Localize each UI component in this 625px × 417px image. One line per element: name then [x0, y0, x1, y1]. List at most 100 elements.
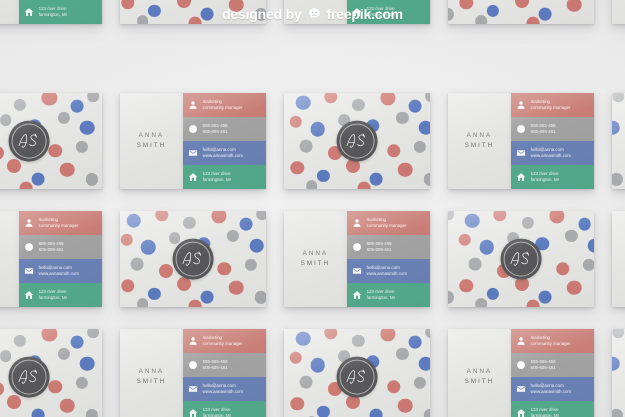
monogram-ring	[339, 123, 375, 159]
polka-dot	[48, 379, 62, 394]
card-stripe-line: 605-605-461	[202, 365, 228, 370]
polka-dot	[486, 4, 499, 17]
monogram-ring	[175, 241, 211, 277]
phone-bubble-icon	[516, 124, 526, 134]
card-stripe-envelope: hello@anna.com www.annasmith.com	[346, 259, 430, 283]
card-name-block: ANNA SMITH	[301, 249, 331, 269]
polka-dot	[408, 336, 422, 349]
polka-dot	[566, 280, 582, 296]
card-last-name: SMITH	[464, 142, 495, 149]
business-card[interactable]	[284, 329, 430, 417]
card-stripe-text: marketing community manager	[531, 99, 571, 111]
business-card[interactable]	[612, 93, 625, 189]
business-card[interactable]	[448, 0, 594, 24]
as-monogram-icon	[336, 356, 378, 398]
polka-dot	[295, 95, 311, 110]
polka-dot	[396, 347, 409, 361]
card-stripe-line: 123 river drive	[366, 289, 395, 295]
polka-dot	[521, 216, 534, 229]
phone-bubble-icon	[188, 124, 198, 134]
polka-dot	[256, 211, 266, 220]
polka-dot	[0, 350, 12, 362]
card-stripe-line: 605-605-461	[530, 365, 556, 370]
polka-dot	[0, 381, 4, 396]
polka-dot	[31, 408, 45, 417]
card-stripe-line: farmington, MI	[366, 295, 395, 300]
polka-dot	[87, 93, 100, 102]
card-stripe-envelope: hello@anna.com www.annasmith.com	[18, 259, 102, 283]
business-card[interactable]	[120, 211, 266, 307]
card-stripe-text: 555-555-456 605-605-461	[367, 241, 392, 253]
polka-dot	[423, 173, 430, 186]
polka-dot	[130, 257, 144, 271]
card-stripe-line: hello@anna.com	[38, 265, 72, 271]
card-stripe-line: www.annasmith.com	[202, 389, 244, 394]
polka-dot	[464, 213, 480, 228]
envelope-icon	[516, 384, 526, 394]
polka-dot	[87, 329, 100, 338]
polka-dot	[397, 162, 413, 178]
card-stripe-line: www.annasmith.com	[530, 153, 572, 158]
polka-dot	[380, 329, 396, 342]
business-card[interactable]	[284, 93, 430, 189]
card-stripe-phone-bubble: 555-555-456 605-605-461	[18, 235, 102, 259]
card-stripe-line: hello@anna.com	[202, 383, 236, 389]
business-card[interactable]	[448, 211, 594, 307]
card-stripe-phone-bubble: 555-555-456 605-605-461	[510, 353, 594, 377]
polka-dot	[345, 158, 360, 173]
card-stripe-line: hello@anna.com	[530, 383, 564, 389]
polka-dot	[535, 236, 549, 251]
card-stripe-home: 123 river drive farmington, MI	[346, 0, 430, 24]
card-stripe-line: 555-555-456	[202, 123, 228, 129]
card-back-face	[612, 329, 625, 417]
polka-dot	[57, 111, 71, 125]
card-back-face	[448, 0, 594, 24]
as-monogram-icon	[500, 238, 542, 280]
polka-dot	[582, 258, 594, 271]
card-first-name: ANNA	[0, 249, 2, 259]
person-icon	[188, 336, 198, 346]
card-stripe-home: 123 river drive farmington, MI	[182, 401, 266, 417]
card-stripe-line: hello@anna.com	[202, 147, 236, 153]
polka-dot	[239, 218, 253, 231]
home-icon	[24, 7, 34, 17]
polka-dot	[200, 7, 214, 21]
card-stripe-line: 123 river drive	[38, 289, 67, 295]
business-card[interactable]	[0, 329, 102, 417]
polka-dot	[526, 16, 540, 24]
card-name-panel: ANNA SMITH	[120, 329, 183, 417]
card-first-name: ANNA	[302, 250, 329, 258]
business-card[interactable]	[120, 0, 266, 24]
polka-dot	[397, 398, 413, 414]
polka-dot	[120, 233, 133, 247]
polka-dot	[486, 287, 499, 300]
polka-dot	[59, 162, 75, 178]
polka-dot	[612, 356, 620, 371]
business-card[interactable]	[612, 329, 625, 417]
polka-dot	[19, 181, 33, 189]
polka-dot	[493, 211, 507, 222]
card-stripe-line: 605-605-461	[38, 247, 64, 252]
card-stripe-home: 123 river drive farmington, MI	[510, 401, 594, 417]
polka-dot	[352, 98, 365, 111]
polka-dot	[338, 114, 350, 126]
card-last-name: SMITH	[300, 260, 331, 267]
business-card[interactable]	[0, 93, 102, 189]
